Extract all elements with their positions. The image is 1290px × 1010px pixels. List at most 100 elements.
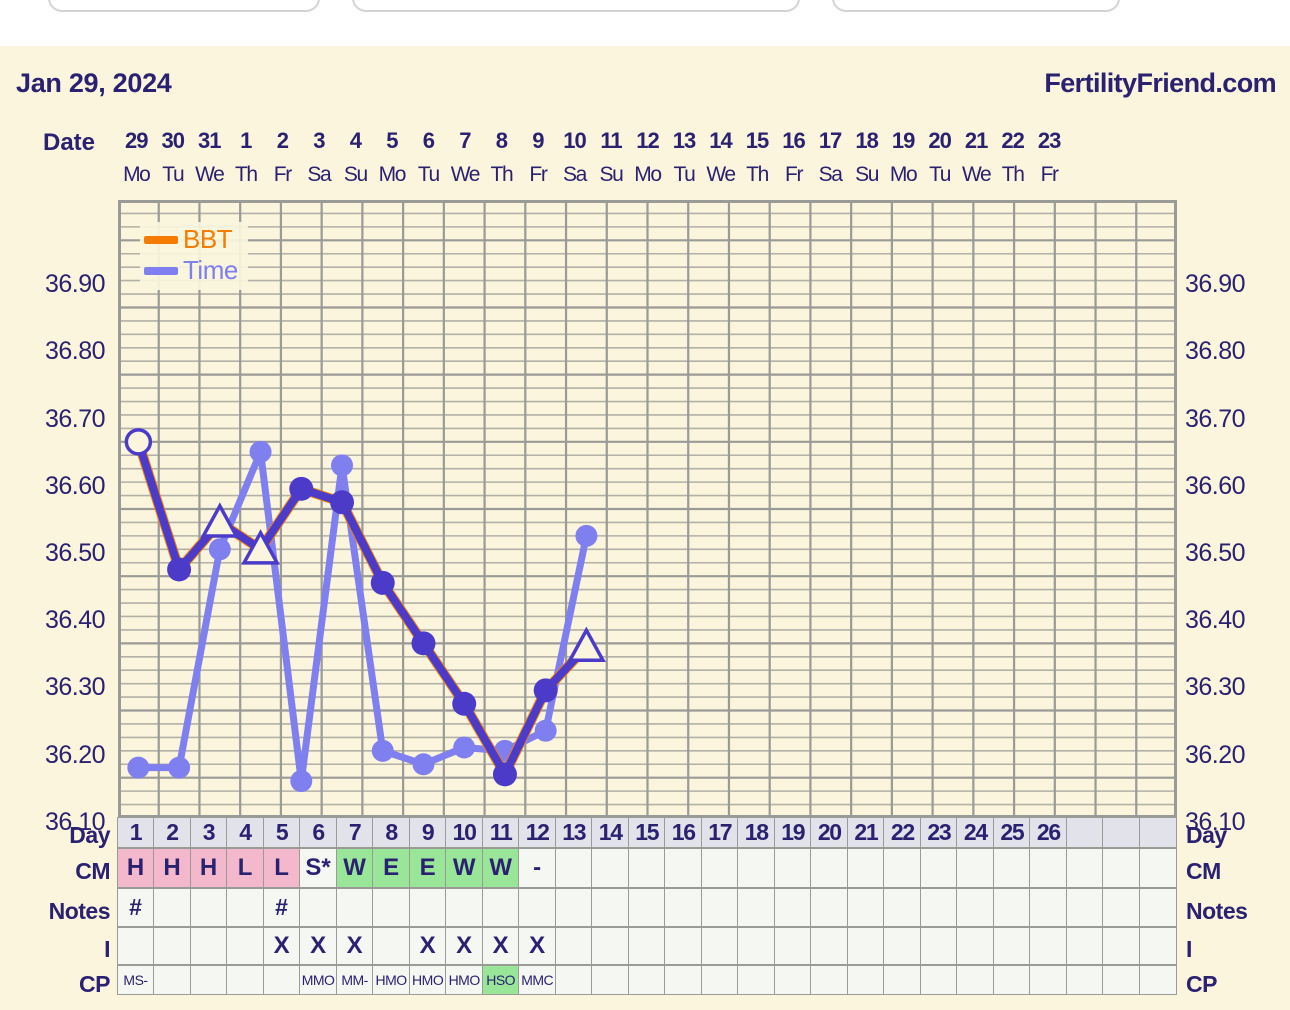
notes-cell-4[interactable] [226,887,265,927]
cp-cell-9[interactable]: HMO [408,964,447,995]
cp-cell-19[interactable] [773,964,812,995]
cm-cell-2[interactable]: H [153,847,192,888]
cp-cell-3[interactable] [189,964,228,995]
cm-cell-29[interactable] [1138,847,1177,888]
intercourse-cell-6[interactable]: X [299,926,338,965]
cp-cell-7[interactable]: MM- [335,964,374,995]
cm-cell-26[interactable] [1029,847,1068,888]
cm-cell-14[interactable] [591,847,630,888]
cp-cell-29[interactable] [1138,964,1177,995]
day-cell-13[interactable]: 13 [554,816,593,848]
intercourse-cell-16[interactable] [664,926,703,965]
cp-cell-21[interactable] [846,964,885,995]
intercourse-cell-24[interactable] [956,926,995,965]
notes-cell-11[interactable] [481,887,520,927]
cp-cell-12[interactable]: MMC [518,964,557,995]
cp-cell-20[interactable] [810,964,849,995]
day-cell-2[interactable]: 2 [153,816,192,848]
notes-cell-7[interactable] [335,887,374,927]
day-cell-10[interactable]: 10 [445,816,484,848]
cp-cell-6[interactable]: MMO [299,964,338,995]
notes-cell-27[interactable] [1065,887,1104,927]
cm-cell-6[interactable]: S* [299,847,338,888]
notes-cell-18[interactable] [737,887,776,927]
cm-cell-16[interactable] [664,847,703,888]
cp-cell-13[interactable] [554,964,593,995]
intercourse-cell-21[interactable] [846,926,885,965]
day-cell-17[interactable]: 17 [700,816,739,848]
cm-cell-8[interactable]: E [372,847,411,888]
cm-cell-7[interactable]: W [335,847,374,888]
day-cell-26[interactable]: 26 [1029,816,1068,848]
day-cell-20[interactable]: 20 [810,816,849,848]
day-cell-11[interactable]: 11 [481,816,520,848]
intercourse-cell-11[interactable]: X [481,926,520,965]
intercourse-cell-17[interactable] [700,926,739,965]
cp-cell-4[interactable] [226,964,265,995]
cp-cell-24[interactable] [956,964,995,995]
day-cell-19[interactable]: 19 [773,816,812,848]
intercourse-cell-23[interactable] [919,926,958,965]
intercourse-cell-4[interactable] [226,926,265,965]
notes-cell-20[interactable] [810,887,849,927]
cm-cell-3[interactable]: H [189,847,228,888]
intercourse-cell-9[interactable]: X [408,926,447,965]
cm-cell-5[interactable]: L [262,847,301,888]
cm-cell-15[interactable] [627,847,666,888]
notes-cell-25[interactable] [992,887,1031,927]
day-cell-29[interactable] [1138,816,1177,848]
day-cell-15[interactable]: 15 [627,816,666,848]
intercourse-cell-5[interactable]: X [262,926,301,965]
day-cell-9[interactable]: 9 [408,816,447,848]
cp-cell-27[interactable] [1065,964,1104,995]
intercourse-cell-12[interactable]: X [518,926,557,965]
day-cell-5[interactable]: 5 [262,816,301,848]
cm-cell-27[interactable] [1065,847,1104,888]
notes-cell-2[interactable] [153,887,192,927]
intercourse-cell-1[interactable] [116,926,155,965]
cp-cell-16[interactable] [664,964,703,995]
notes-cell-29[interactable] [1138,887,1177,927]
cm-cell-10[interactable]: W [445,847,484,888]
notes-cell-10[interactable] [445,887,484,927]
intercourse-cell-2[interactable] [153,926,192,965]
intercourse-cell-18[interactable] [737,926,776,965]
notes-cell-21[interactable] [846,887,885,927]
day-cell-27[interactable] [1065,816,1104,848]
intercourse-cell-15[interactable] [627,926,666,965]
day-cell-22[interactable]: 22 [883,816,922,848]
day-cell-18[interactable]: 18 [737,816,776,848]
intercourse-cell-22[interactable] [883,926,922,965]
intercourse-cell-7[interactable]: X [335,926,374,965]
notes-cell-16[interactable] [664,887,703,927]
cm-cell-22[interactable] [883,847,922,888]
day-cell-14[interactable]: 14 [591,816,630,848]
intercourse-cell-26[interactable] [1029,926,1068,965]
day-cell-3[interactable]: 3 [189,816,228,848]
intercourse-cell-27[interactable] [1065,926,1104,965]
cp-cell-23[interactable] [919,964,958,995]
notes-cell-24[interactable] [956,887,995,927]
temperature-plot[interactable]: BBT Time [118,200,1177,818]
notes-cell-17[interactable] [700,887,739,927]
notes-cell-19[interactable] [773,887,812,927]
intercourse-cell-13[interactable] [554,926,593,965]
cp-cell-22[interactable] [883,964,922,995]
cp-cell-8[interactable]: HMO [372,964,411,995]
notes-cell-22[interactable] [883,887,922,927]
intercourse-cell-3[interactable] [189,926,228,965]
grid-row-cm[interactable]: H H H L L S* W E E W W - [116,847,1177,888]
intercourse-cell-8[interactable] [372,926,411,965]
intercourse-cell-14[interactable] [591,926,630,965]
day-cell-6[interactable]: 6 [299,816,338,848]
day-cell-16[interactable]: 16 [664,816,703,848]
day-cell-25[interactable]: 25 [992,816,1031,848]
notes-cell-14[interactable] [591,887,630,927]
grid-row-cp[interactable]: MS- MMO MM- HMO HMO HMO HSO MMC [116,964,1177,995]
cp-cell-18[interactable] [737,964,776,995]
notes-cell-23[interactable] [919,887,958,927]
intercourse-cell-19[interactable] [773,926,812,965]
day-cell-23[interactable]: 23 [919,816,958,848]
notes-cell-9[interactable] [408,887,447,927]
